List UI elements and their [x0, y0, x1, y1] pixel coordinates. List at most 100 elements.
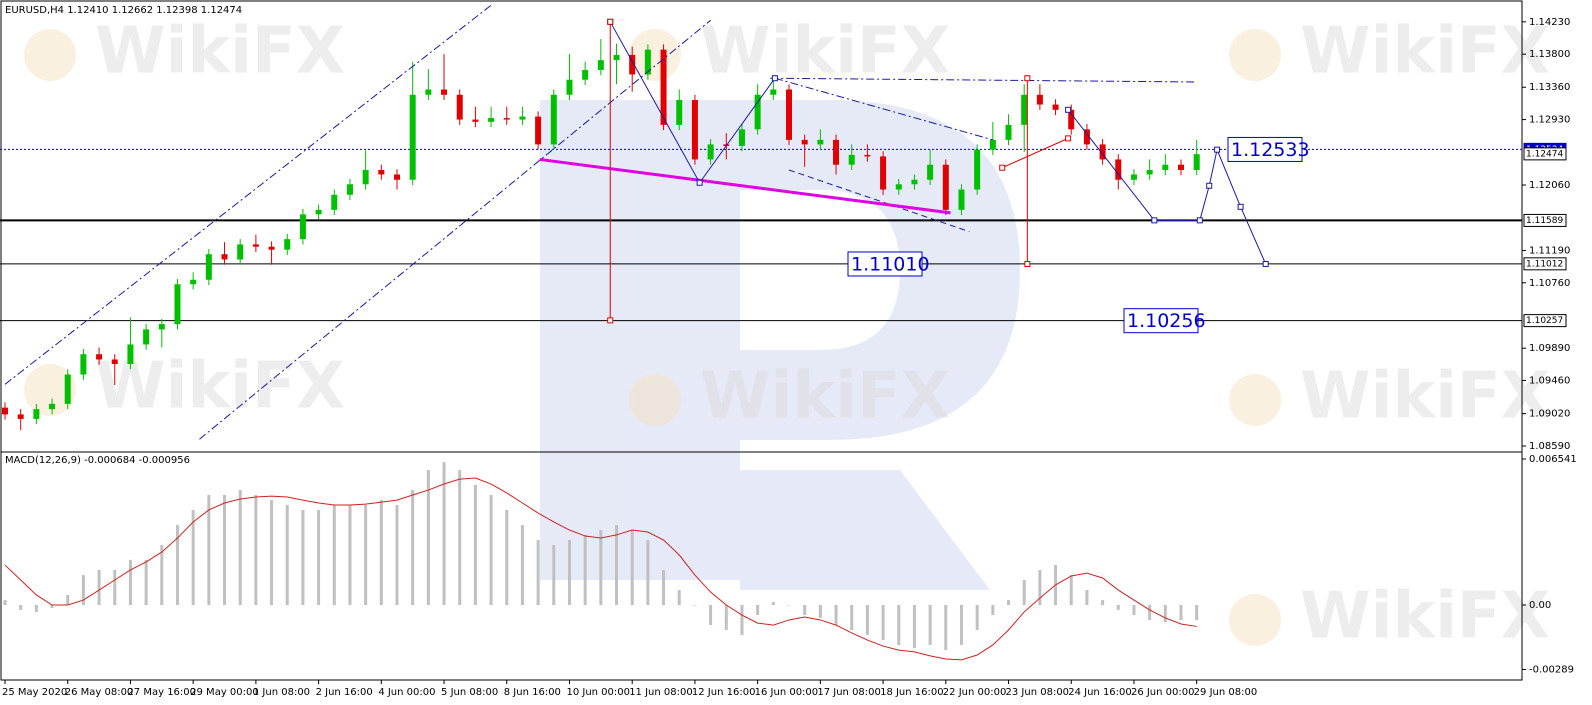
price-label: 1.11589	[1526, 216, 1563, 226]
candle-body	[456, 94, 463, 120]
x-tick-label: 17 Jun 08:00	[817, 687, 881, 698]
drawing-vertex	[1237, 203, 1244, 210]
macd-histogram-bar	[583, 534, 587, 606]
macd-histogram-bar	[850, 605, 854, 631]
macd-histogram-bar	[223, 494, 227, 606]
candle-body	[754, 94, 761, 130]
x-tick-label: 24 Jun 16:00	[1068, 687, 1132, 698]
macd-histogram-bar	[34, 605, 38, 612]
candle-body	[17, 414, 24, 419]
watermark: WikiFX	[700, 15, 950, 89]
macd-histogram-bar	[881, 605, 885, 641]
macd-histogram-bar	[567, 540, 571, 606]
macd-histogram-bar	[238, 490, 242, 606]
candle-body	[1083, 129, 1090, 145]
drawing-line	[199, 19, 711, 440]
macd-histogram-bar	[426, 469, 430, 606]
x-tick-label: 4 Jun 00:00	[378, 687, 435, 698]
candle-body	[190, 279, 197, 285]
macd-histogram-bar	[615, 525, 619, 606]
price-label-box	[1523, 314, 1567, 328]
macd-histogram-bar	[1116, 605, 1120, 610]
annotation-box	[1123, 308, 1199, 334]
price-label: 1.11012	[1526, 259, 1563, 269]
x-tick-label: 29 May 00:00	[190, 687, 259, 698]
watermark: WikiFX	[95, 350, 345, 424]
x-tick-label: 10 Jun 00:00	[566, 687, 630, 698]
y-tick-label: 1.11190	[1529, 245, 1570, 256]
candle-body	[691, 100, 698, 160]
macd-histogram-bar	[944, 605, 948, 651]
price-label-box	[1523, 147, 1567, 161]
candle-body	[629, 54, 636, 75]
macd-histogram-bar	[520, 525, 524, 606]
macd-histogram-bar	[301, 509, 305, 606]
candle-body	[707, 144, 714, 160]
x-tick-label: 26 Jun 00:00	[1131, 687, 1195, 698]
macd-histogram-bar	[442, 462, 446, 606]
drawing-vertex	[1206, 182, 1213, 189]
macd-histogram-bar	[959, 605, 963, 645]
watermark: WikiFX	[1300, 580, 1550, 654]
macd-histogram-bar	[677, 590, 681, 606]
price-label: 1.10257	[1526, 316, 1563, 326]
macd-histogram-bar	[928, 605, 932, 645]
macd-panel	[3, 462, 1199, 661]
candle-body	[942, 164, 949, 210]
macd-histogram-bar	[803, 605, 807, 616]
candle-body	[1193, 154, 1200, 170]
y-tick-label: 1.13360	[1529, 82, 1570, 93]
drawing-vertex	[771, 75, 778, 82]
drawing-vertex	[696, 179, 703, 186]
macd-histogram-bar	[709, 605, 713, 626]
x-tick-label: 16 Jun 00:00	[755, 687, 819, 698]
watermark: WikiFX	[1300, 15, 1550, 89]
macd-histogram-bar	[364, 505, 368, 606]
candle-body	[96, 354, 103, 360]
x-tick-label: 11 Jun 08:00	[629, 687, 693, 698]
candle-body	[409, 94, 416, 180]
y-tick-label: 1.09020	[1529, 409, 1570, 420]
y-tick-label: 1.13800	[1529, 49, 1570, 60]
x-tick-label: 12 Jun 16:00	[692, 687, 756, 698]
candle-body	[2, 407, 8, 415]
annotation: 1.10256	[1127, 310, 1206, 332]
x-tick-label: 27 May 16:00	[127, 687, 196, 698]
candle-body	[974, 149, 981, 190]
macd-histogram-bar	[787, 605, 791, 606]
candle-body	[1005, 124, 1012, 140]
drawing-vertex	[1214, 146, 1221, 153]
macd-histogram-bar	[160, 544, 164, 606]
watermark: WikiFX	[1300, 360, 1550, 434]
candle-body	[738, 129, 745, 146]
x-tick-label: 23 Jun 08:00	[1006, 687, 1070, 698]
candle-body	[1130, 174, 1137, 180]
candle-body	[488, 118, 495, 122]
candle-body	[817, 139, 824, 145]
candle-body	[33, 409, 40, 419]
macd-frame	[0, 451, 1523, 681]
candle-body	[660, 49, 667, 125]
macd-histogram-bar	[552, 544, 556, 606]
candle-body	[613, 54, 620, 61]
drawing-vertex	[607, 18, 614, 25]
x-tick-label: 29 Jun 08:00	[1194, 687, 1258, 698]
macd-histogram-bar	[285, 505, 289, 606]
candle-body	[786, 89, 792, 140]
watermark-icon	[629, 374, 681, 426]
candle-body	[49, 403, 56, 410]
y-tick-label: 1.09890	[1529, 343, 1570, 354]
candle-body	[394, 174, 400, 180]
drawing-vertex	[999, 164, 1006, 171]
macd-histogram-bar	[505, 509, 509, 606]
y-tick-label: 1.09460	[1529, 376, 1570, 387]
candle-body	[958, 189, 965, 210]
macd-histogram-bar	[66, 594, 70, 606]
candle-body	[237, 244, 244, 260]
watermark-icon	[24, 29, 76, 81]
macd-histogram-bar	[771, 602, 775, 606]
watermark-icon	[1229, 374, 1281, 426]
candle-body	[111, 359, 118, 365]
candle-body	[550, 94, 557, 145]
